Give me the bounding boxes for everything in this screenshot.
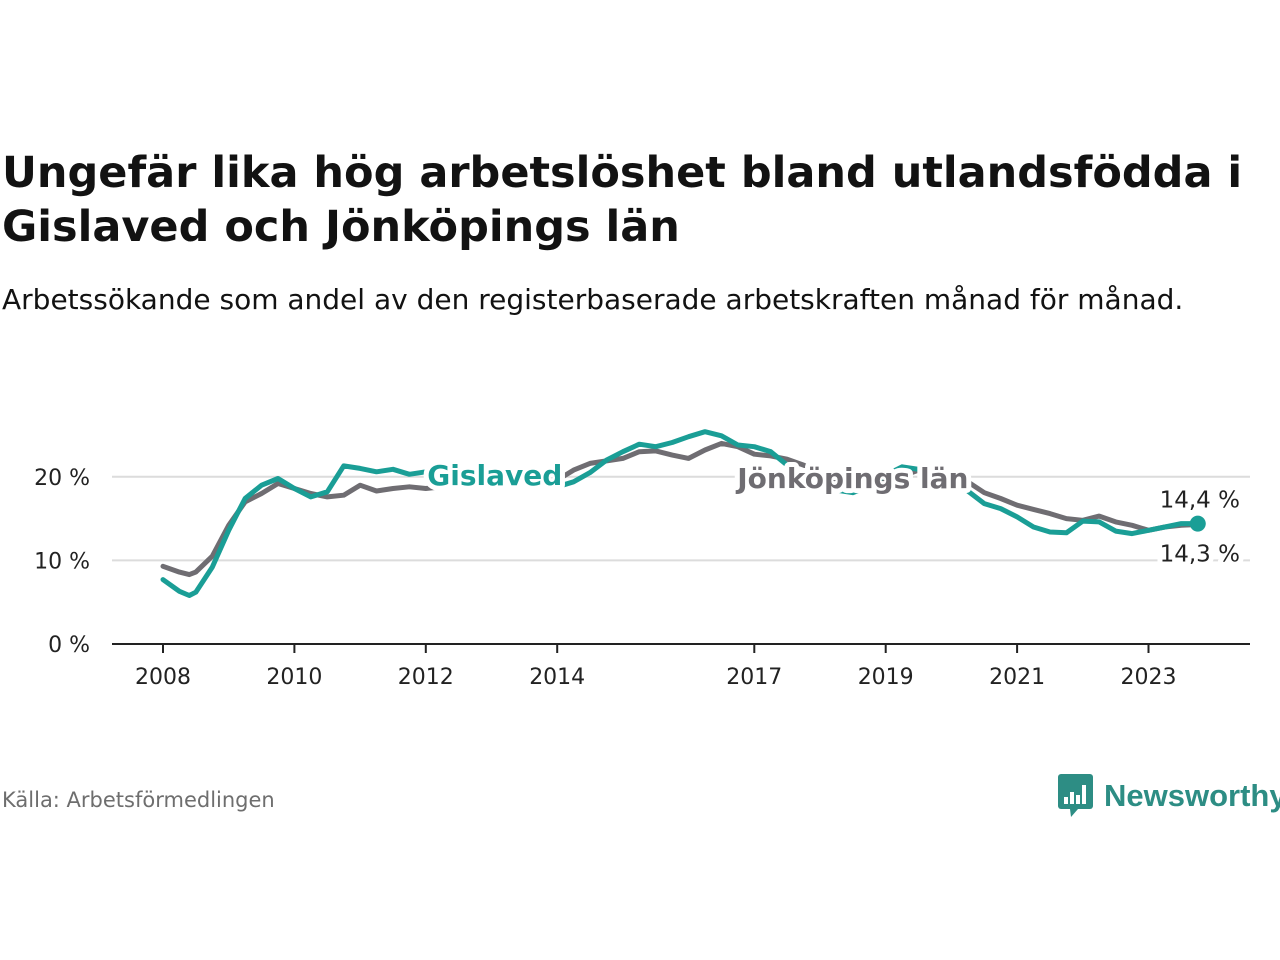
grid-lines [112, 475, 1250, 562]
chart-subtitle: Arbetssökande som andel av den registerb… [2, 283, 1184, 316]
y-tick-label: 20 % [34, 466, 90, 491]
x-tick-label: 2019 [858, 665, 914, 690]
x-tick-label: 2021 [989, 665, 1045, 690]
series-lines [160, 429, 1201, 598]
end-value-jonkopings-lan-halo: 14,3 % [1160, 542, 1240, 568]
x-tick-label: 2012 [398, 665, 454, 690]
y-tick-label: 10 % [34, 549, 90, 574]
x-tick-label: 2008 [135, 665, 191, 690]
series-line-gislaved [160, 429, 1201, 598]
x-tick-label: 2017 [726, 665, 782, 690]
series-label-jonkopings-lan: Jönköpings län [735, 462, 968, 495]
source-note: Källa: Arbetsförmedlingen [2, 788, 275, 812]
page-title: Ungefär lika hög arbetslöshet bland utla… [2, 148, 1243, 252]
series-label-gislaved-halo: Gislaved [427, 459, 562, 492]
end-value-gislaved-halo: 14,4 % [1160, 488, 1240, 514]
x-tick-label: 2010 [266, 665, 322, 690]
x-tick-label: 2023 [1121, 665, 1177, 690]
series-label-gislaved: Gislaved [427, 459, 562, 492]
series-line-j-nk-pings-l-n [160, 440, 1201, 578]
brand-logo: Newsworthy [1058, 772, 1280, 820]
series-label-jonkopings-lan-halo: Jönköpings län [735, 462, 968, 495]
axes: 0 % 10 % 20 % 2008 2010 2012 2014 2017 2019 2021 2… [34, 466, 1250, 690]
x-tick-label: 2014 [529, 665, 585, 690]
y-tick-label: 0 % [48, 633, 90, 658]
endpoint-marker [1189, 515, 1206, 532]
end-value-jonkopings-lan: 14,3 % [1160, 542, 1240, 568]
newsworthy-logo-icon [1058, 774, 1093, 817]
brand-name: Newsworthy [1104, 778, 1280, 813]
end-value-gislaved: 14,4 % [1160, 488, 1240, 514]
